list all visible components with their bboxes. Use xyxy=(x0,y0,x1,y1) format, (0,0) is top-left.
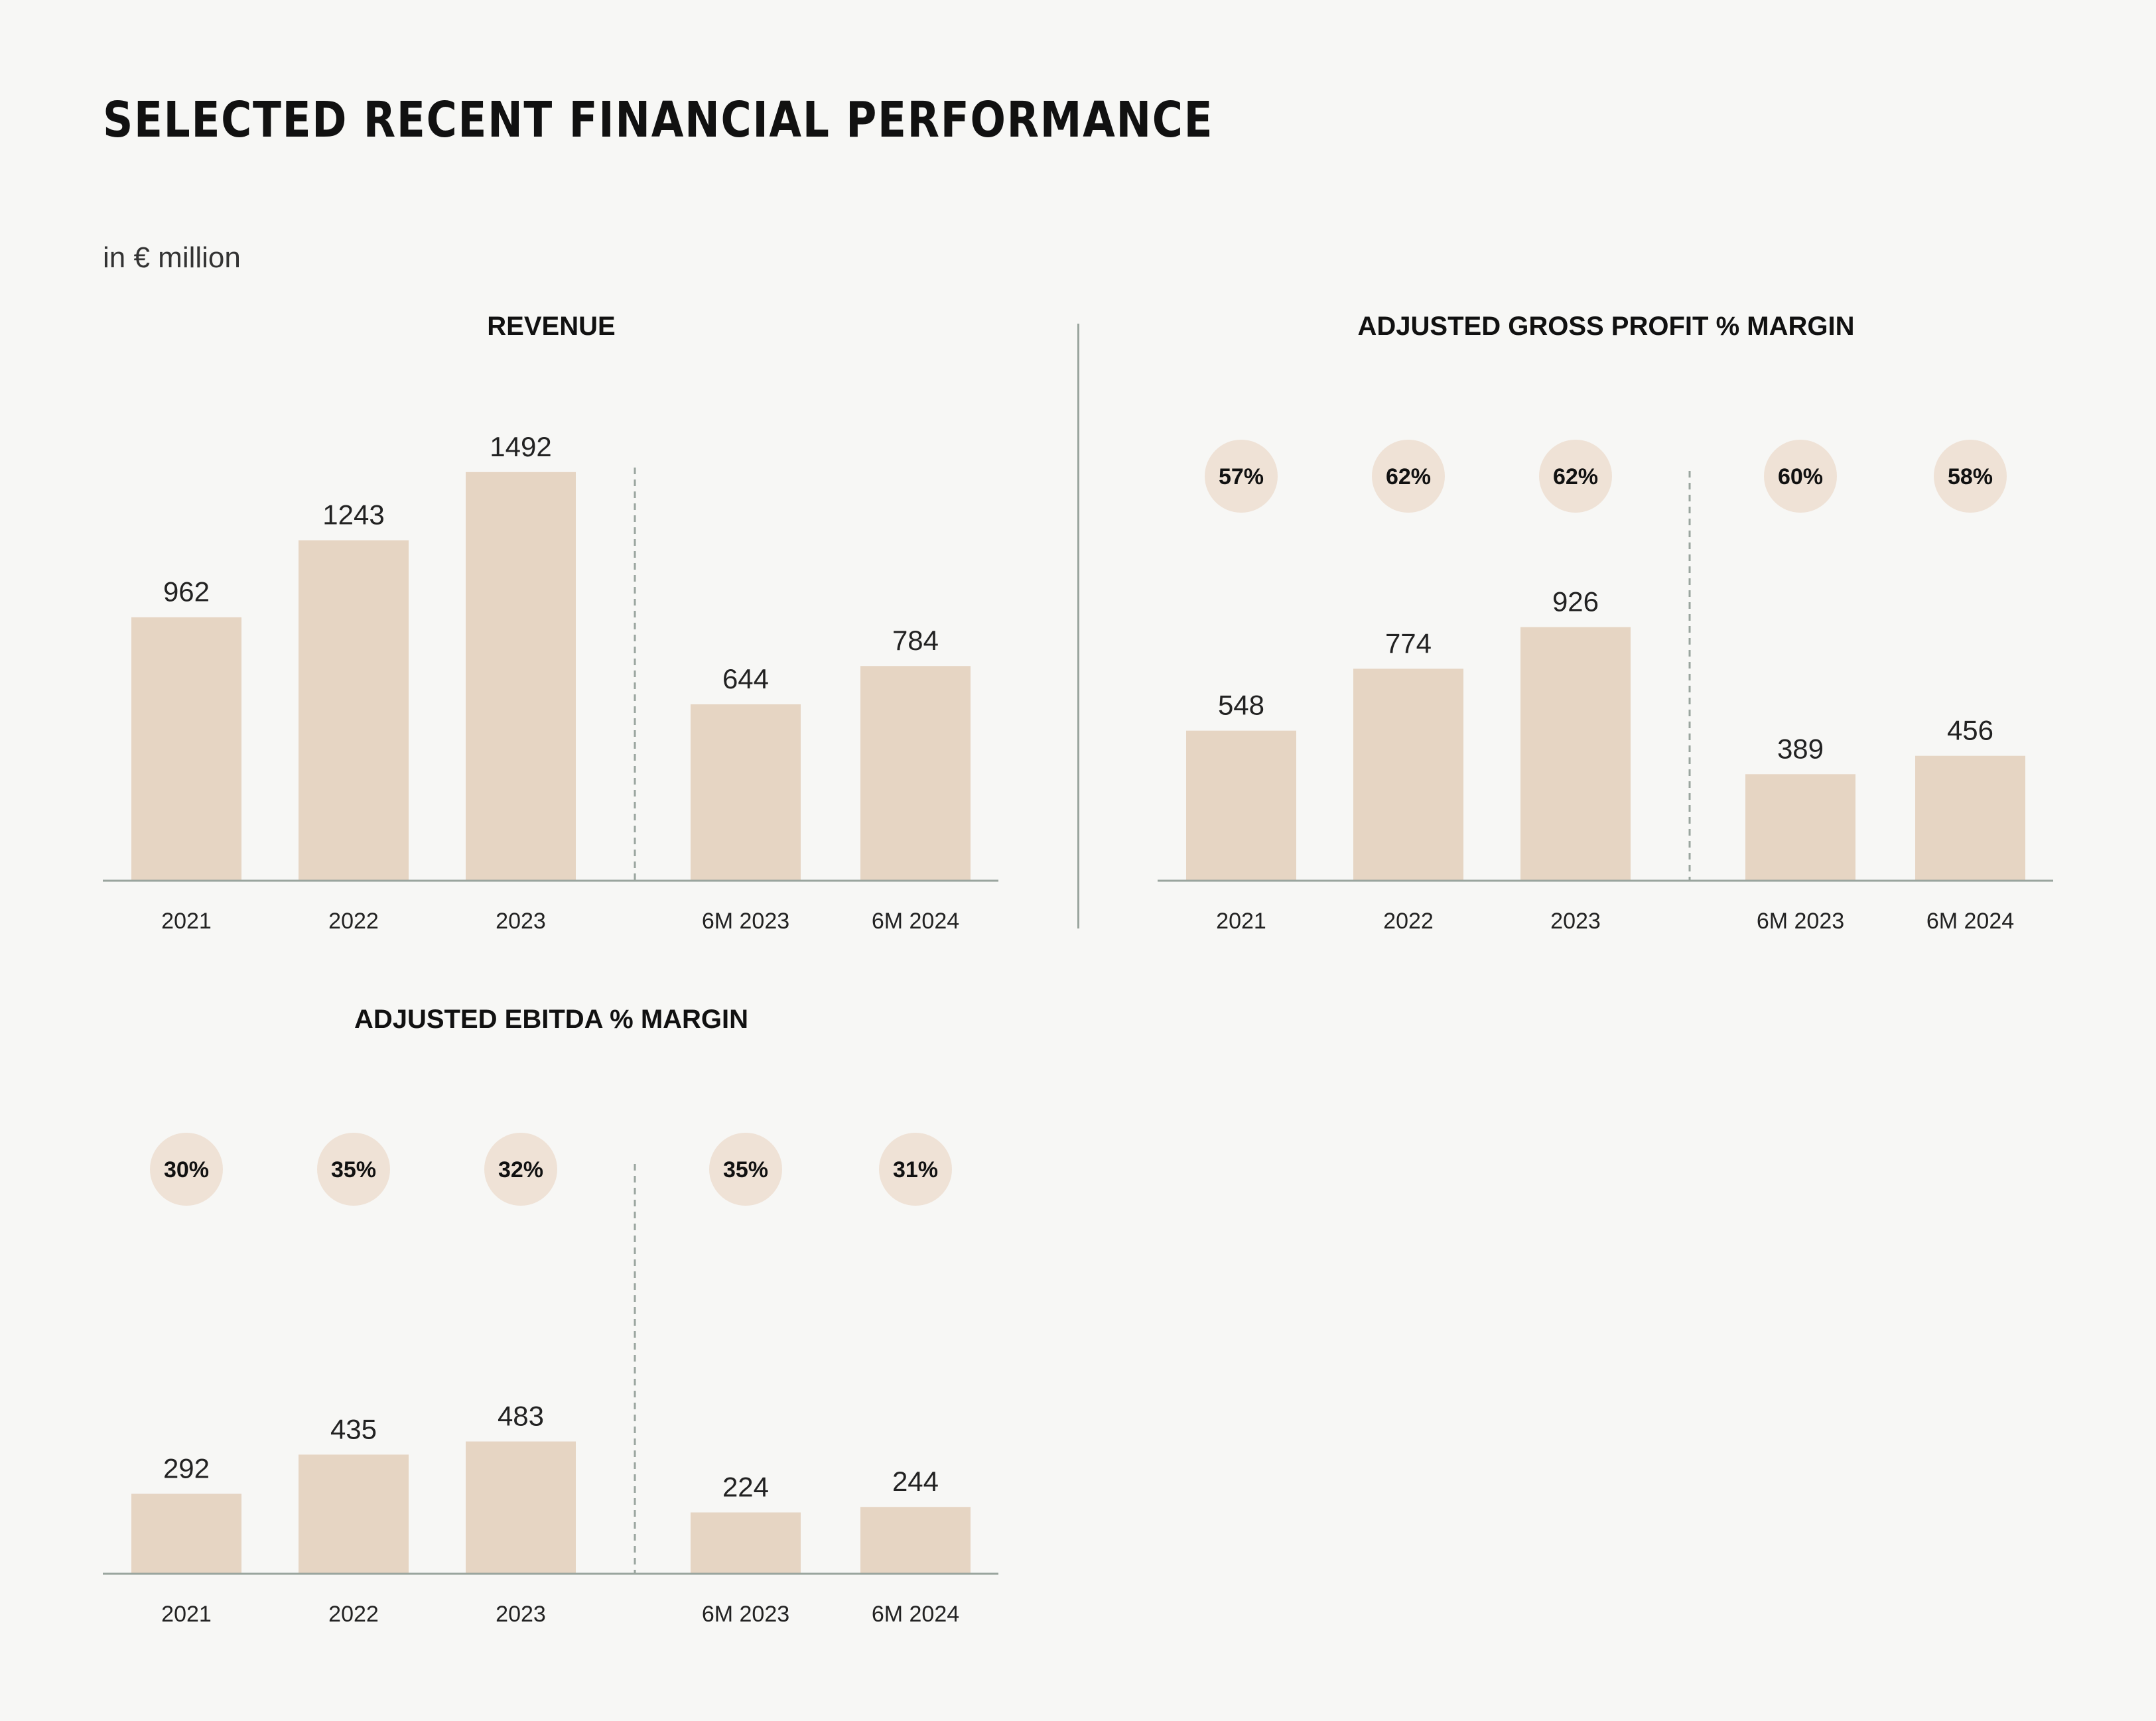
bar-2023 xyxy=(1520,627,1631,881)
x-tick-label: 2022 xyxy=(328,909,379,934)
margin-label: 30% xyxy=(164,1157,209,1182)
margin-label: 32% xyxy=(498,1157,543,1182)
margin-label: 60% xyxy=(1778,464,1823,489)
value-label: 774 xyxy=(1385,627,1432,659)
bar-6m-2024 xyxy=(860,666,971,881)
value-label: 962 xyxy=(163,576,210,607)
bar-2021 xyxy=(131,617,241,881)
value-label: 224 xyxy=(722,1471,769,1502)
bar-2022 xyxy=(299,540,409,881)
x-tick-label: 2023 xyxy=(496,1602,546,1627)
x-tick-label: 6M 2023 xyxy=(1757,909,1844,934)
value-label: 456 xyxy=(1947,715,1993,746)
unit-label: in € million xyxy=(103,241,241,274)
margin-label: 31% xyxy=(893,1157,938,1182)
x-tick-label: 2023 xyxy=(1550,909,1601,934)
value-label: 244 xyxy=(892,1466,939,1497)
value-label: 784 xyxy=(892,625,939,656)
value-label: 644 xyxy=(722,663,769,694)
panel-divider xyxy=(1077,324,1079,928)
margin-label: 57% xyxy=(1219,464,1264,489)
bar-6m-2023 xyxy=(1745,774,1855,881)
value-label: 1243 xyxy=(322,499,384,531)
ebitda-chart: ADJUSTED EBITDA % MARGIN 292 2021 30% 435 202… xyxy=(103,1005,998,1627)
margin-bubble xyxy=(317,1133,390,1206)
gross-profit-chart: ADJUSTED GROSS PROFIT % MARGIN 548 2021 57%… xyxy=(1158,312,2053,934)
bar-2021 xyxy=(131,1494,241,1574)
bar-2021 xyxy=(1186,730,1296,881)
margin-bubble xyxy=(484,1133,557,1206)
margin-bubble xyxy=(1539,440,1612,513)
bar-2023 xyxy=(466,472,576,881)
x-tick-label: 2023 xyxy=(496,909,546,934)
revenue-chart: REVENUE 962 2021 1243 2022 1492 2023 644 6M 2023… xyxy=(103,312,998,934)
value-label: 926 xyxy=(1552,586,1599,617)
bar-6m-2024 xyxy=(860,1507,971,1574)
margin-bubble xyxy=(1205,440,1278,513)
x-tick-label: 2021 xyxy=(1216,909,1266,934)
value-label: 1492 xyxy=(490,431,551,462)
x-tick-label: 2022 xyxy=(1383,909,1434,934)
x-tick-label: 2021 xyxy=(161,1602,212,1627)
x-tick-label: 6M 2023 xyxy=(702,909,789,934)
x-tick-label: 6M 2024 xyxy=(1926,909,2014,934)
value-label: 483 xyxy=(498,1401,544,1432)
chart-title: ADJUSTED EBITDA % MARGIN xyxy=(354,1005,748,1034)
margin-label: 58% xyxy=(1948,464,1993,489)
margin-bubble xyxy=(150,1133,223,1206)
margin-label: 62% xyxy=(1553,464,1598,489)
bar-6m-2023 xyxy=(691,704,801,881)
bar-2022 xyxy=(1353,669,1463,881)
bar-2023 xyxy=(466,1441,576,1574)
value-label: 389 xyxy=(1777,733,1824,764)
bar-2022 xyxy=(299,1454,409,1574)
x-tick-label: 2022 xyxy=(328,1602,379,1627)
value-label: 292 xyxy=(163,1452,210,1484)
chart-title: ADJUSTED GROSS PROFIT % MARGIN xyxy=(1358,312,1855,341)
margin-bubble xyxy=(1372,440,1445,513)
margin-bubble xyxy=(709,1133,782,1206)
margin-bubble xyxy=(1934,440,2007,513)
bar-6m-2023 xyxy=(691,1512,801,1574)
margin-label: 62% xyxy=(1386,464,1431,489)
x-tick-label: 6M 2024 xyxy=(872,1602,959,1627)
x-tick-label: 2021 xyxy=(161,909,212,934)
margin-label: 35% xyxy=(723,1157,768,1182)
margin-label: 35% xyxy=(331,1157,376,1182)
value-label: 435 xyxy=(330,1413,377,1444)
bar-6m-2024 xyxy=(1915,755,2025,881)
page-title: SELECTED RECENT FINANCIAL PERFORMANCE xyxy=(103,92,1214,149)
value-label: 548 xyxy=(1218,690,1264,721)
margin-bubble xyxy=(1764,440,1837,513)
chart-title: REVENUE xyxy=(487,312,615,341)
x-tick-label: 6M 2024 xyxy=(872,909,959,934)
margin-bubble xyxy=(879,1133,952,1206)
x-tick-label: 6M 2023 xyxy=(702,1602,789,1627)
